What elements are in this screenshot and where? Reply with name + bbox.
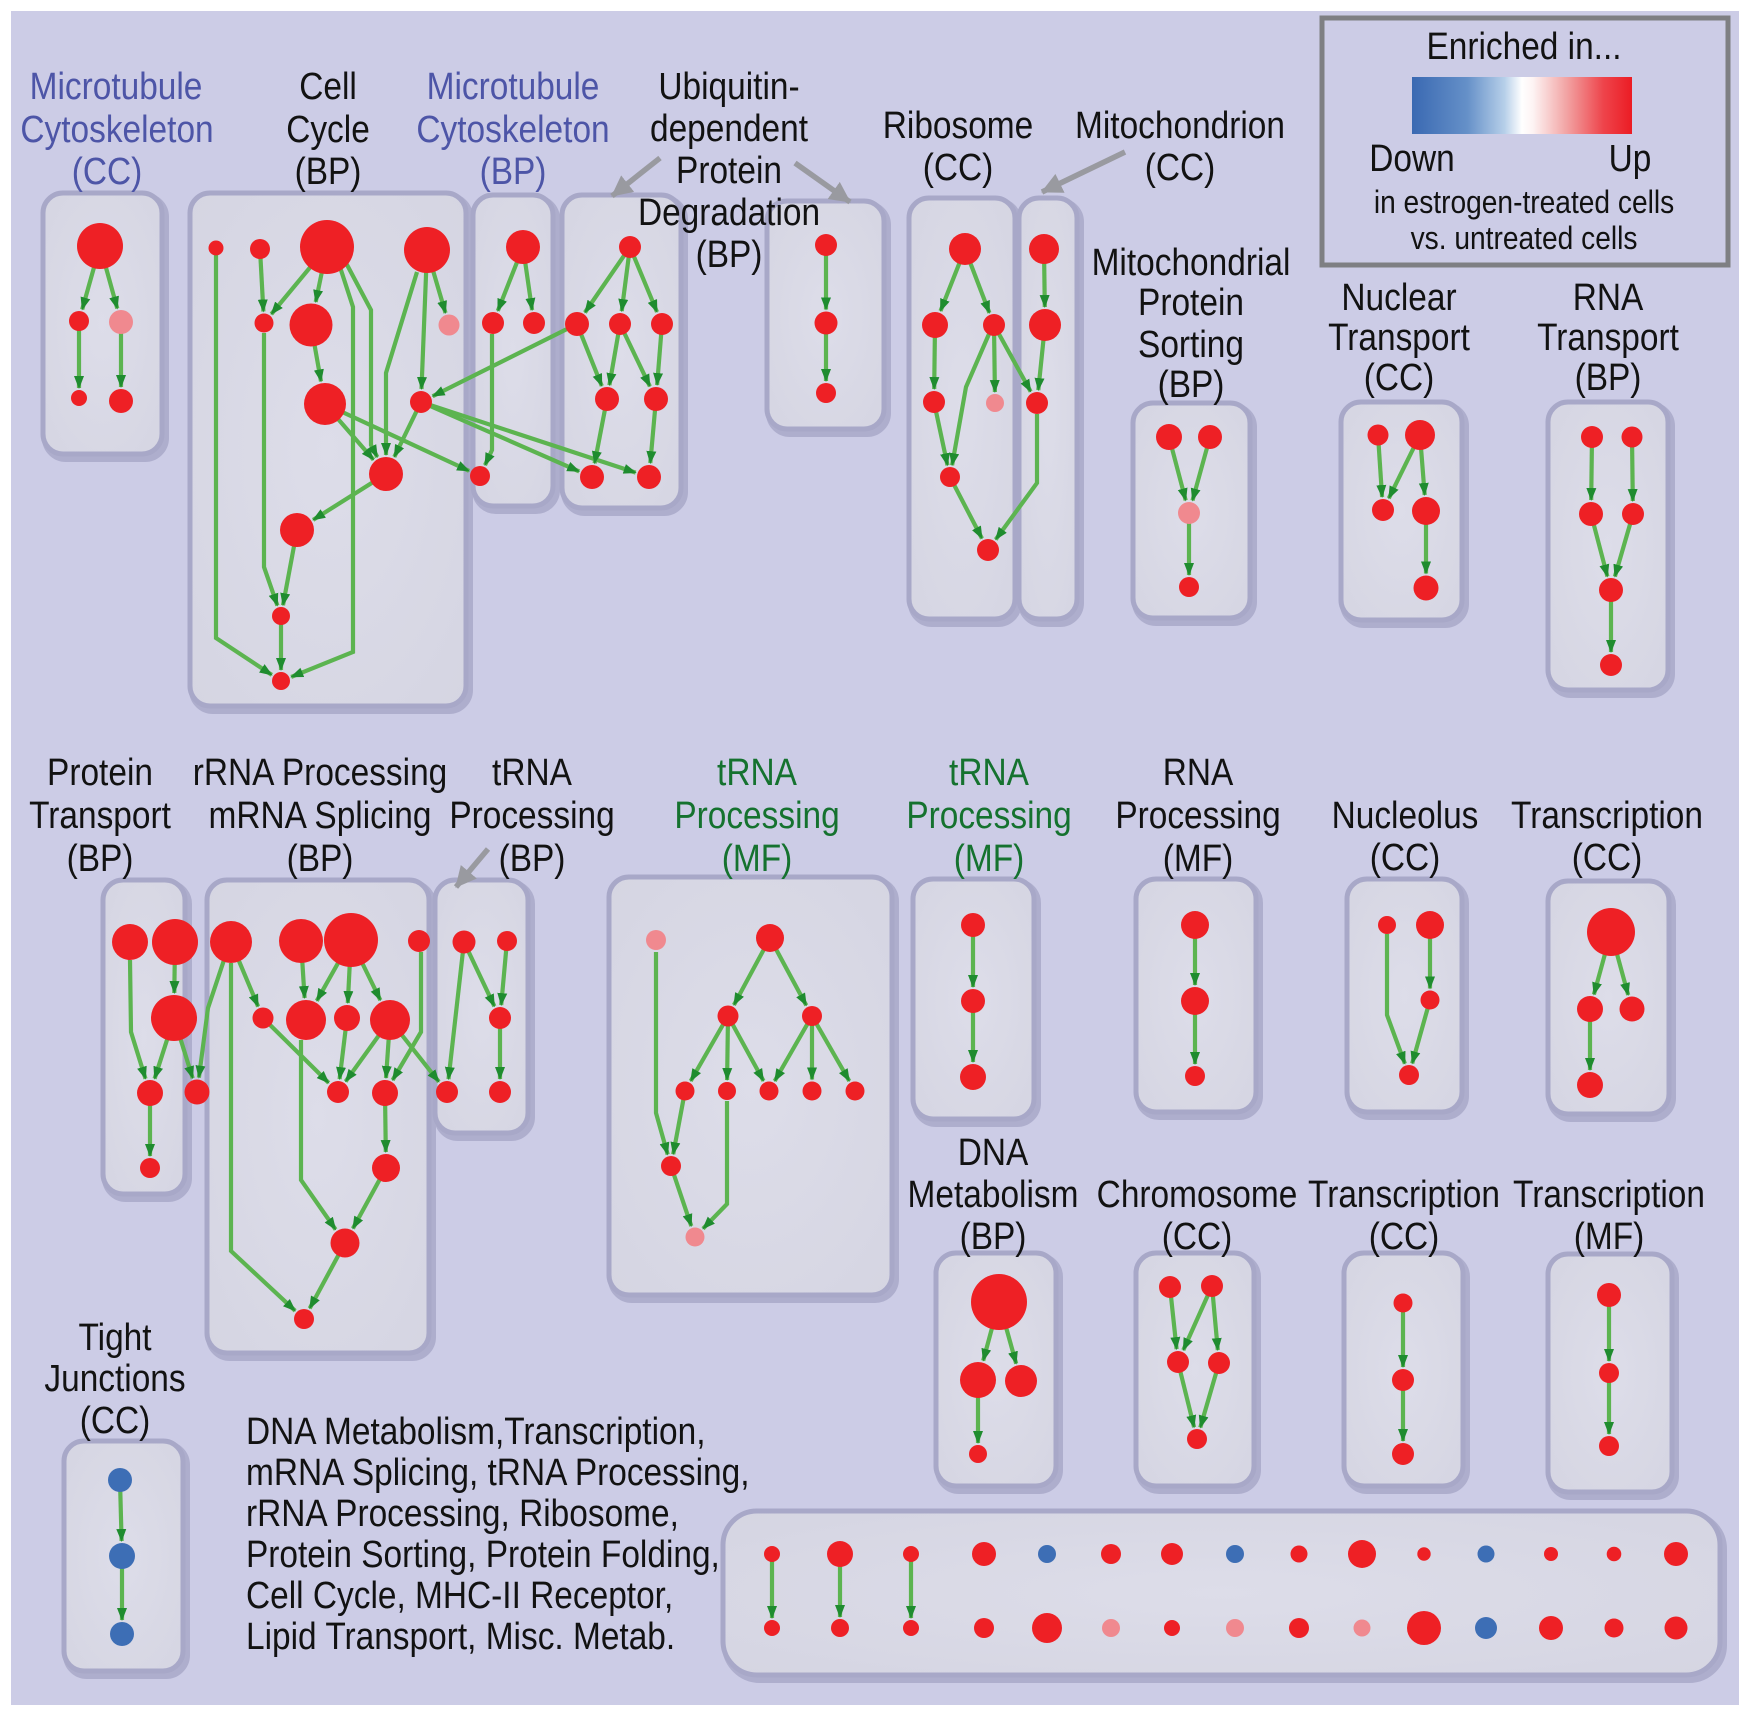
svg-text:Mitochondrion: Mitochondrion xyxy=(1075,104,1285,146)
svg-text:Enriched in...: Enriched in... xyxy=(1426,25,1621,67)
svg-text:(CC): (CC) xyxy=(1364,356,1435,398)
svg-text:(CC): (CC) xyxy=(1370,836,1441,878)
svg-text:Microtubule: Microtubule xyxy=(427,65,600,107)
svg-text:Transport: Transport xyxy=(1328,316,1470,358)
svg-text:Nuclear: Nuclear xyxy=(1341,276,1456,318)
svg-text:Ribosome: Ribosome xyxy=(883,104,1034,146)
svg-text:tRNA: tRNA xyxy=(492,751,572,793)
svg-text:(BP): (BP) xyxy=(1158,363,1225,405)
svg-text:RNA: RNA xyxy=(1163,751,1234,793)
svg-text:Transcription: Transcription xyxy=(1513,1173,1705,1215)
svg-text:in estrogen-treated cells: in estrogen-treated cells xyxy=(1374,185,1674,220)
svg-text:(CC): (CC) xyxy=(1572,836,1643,878)
svg-text:Transport: Transport xyxy=(29,794,171,836)
svg-text:Transport: Transport xyxy=(1537,316,1679,358)
svg-text:(MF): (MF) xyxy=(1163,837,1234,879)
svg-text:(BP): (BP) xyxy=(480,150,547,192)
svg-text:Protein: Protein xyxy=(47,751,153,793)
svg-text:Cell: Cell xyxy=(299,65,357,107)
svg-text:(BP): (BP) xyxy=(1575,356,1642,398)
svg-text:Processing: Processing xyxy=(906,794,1071,836)
svg-text:Cytoskeleton: Cytoskeleton xyxy=(416,108,609,150)
svg-text:RNA: RNA xyxy=(1573,276,1644,318)
svg-text:Down: Down xyxy=(1369,137,1454,179)
svg-text:(MF): (MF) xyxy=(954,837,1025,879)
svg-text:Degradation: Degradation xyxy=(638,191,820,233)
svg-text:rRNA Processing, Ribosome,: rRNA Processing, Ribosome, xyxy=(246,1492,679,1534)
svg-text:Up: Up xyxy=(1609,137,1652,179)
svg-text:Junctions: Junctions xyxy=(44,1357,185,1399)
svg-text:Ubiquitin-: Ubiquitin- xyxy=(658,65,799,107)
svg-text:Protein: Protein xyxy=(1138,281,1244,323)
svg-text:(CC): (CC) xyxy=(923,146,994,188)
svg-text:(BP): (BP) xyxy=(499,837,566,879)
svg-text:tRNA: tRNA xyxy=(949,751,1029,793)
svg-text:(BP): (BP) xyxy=(696,233,763,275)
svg-text:DNA Metabolism,Transcription,: DNA Metabolism,Transcription, xyxy=(246,1410,705,1452)
svg-text:Processing: Processing xyxy=(449,794,614,836)
svg-text:DNA: DNA xyxy=(958,1131,1029,1173)
svg-text:Processing: Processing xyxy=(1115,794,1280,836)
svg-text:Tight: Tight xyxy=(78,1316,151,1358)
svg-text:Cycle: Cycle xyxy=(286,108,370,150)
svg-text:(BP): (BP) xyxy=(295,150,362,192)
svg-text:(BP): (BP) xyxy=(287,837,354,879)
svg-text:Transcription: Transcription xyxy=(1511,794,1703,836)
svg-text:Sorting: Sorting xyxy=(1138,323,1244,365)
svg-text:(MF): (MF) xyxy=(1574,1215,1645,1257)
svg-text:mRNA Splicing, tRNA Processing: mRNA Splicing, tRNA Processing, xyxy=(246,1451,749,1493)
svg-text:mRNA Splicing: mRNA Splicing xyxy=(209,794,432,836)
svg-text:(CC): (CC) xyxy=(80,1399,151,1441)
svg-text:Cell Cycle, MHC-II Receptor,: Cell Cycle, MHC-II Receptor, xyxy=(246,1574,673,1616)
svg-text:rRNA Processing: rRNA Processing xyxy=(193,751,448,793)
svg-text:Lipid Transport, Misc. Metab.: Lipid Transport, Misc. Metab. xyxy=(246,1615,675,1657)
svg-text:(CC): (CC) xyxy=(72,150,143,192)
svg-text:vs. untreated cells: vs. untreated cells xyxy=(1411,221,1638,256)
svg-text:tRNA: tRNA xyxy=(717,751,797,793)
svg-text:Cytoskeleton: Cytoskeleton xyxy=(20,108,213,150)
svg-text:(BP): (BP) xyxy=(960,1215,1027,1257)
svg-text:Microtubule: Microtubule xyxy=(30,65,203,107)
svg-text:dependent: dependent xyxy=(650,107,808,149)
svg-text:(CC): (CC) xyxy=(1145,146,1216,188)
svg-text:Protein: Protein xyxy=(676,149,782,191)
svg-text:Nucleolus: Nucleolus xyxy=(1332,794,1479,836)
svg-text:(CC): (CC) xyxy=(1369,1215,1440,1257)
svg-text:Transcription: Transcription xyxy=(1308,1173,1500,1215)
svg-text:(CC): (CC) xyxy=(1162,1215,1233,1257)
svg-text:Chromosome: Chromosome xyxy=(1097,1173,1298,1215)
svg-text:Metabolism: Metabolism xyxy=(908,1173,1079,1215)
svg-text:(BP): (BP) xyxy=(67,837,134,879)
svg-text:Processing: Processing xyxy=(674,794,839,836)
svg-text:Protein Sorting, Protein Foldi: Protein Sorting, Protein Folding, xyxy=(246,1533,720,1575)
svg-text:(MF): (MF) xyxy=(722,837,793,879)
svg-text:Mitochondrial: Mitochondrial xyxy=(1092,241,1291,283)
